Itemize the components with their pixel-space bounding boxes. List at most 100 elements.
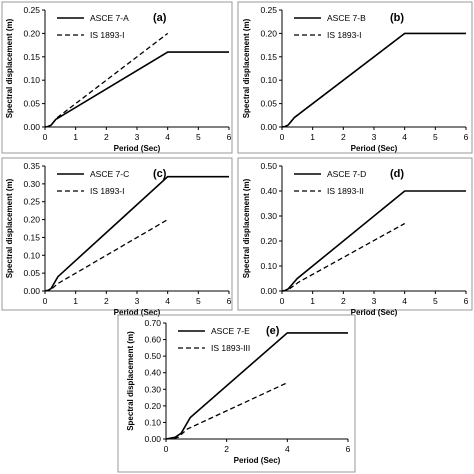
chart-panel-2: 0.00 0.05 0.10 0.15 0.20 0.25 0 1 2 3 4 5 6 Period (S… [237,1,473,154]
y-tick-label: 0.35 [23,161,40,171]
y-tick-label: 0.30 [144,384,161,394]
panel-label: (b) [390,12,404,24]
series-line-1 [44,175,229,292]
x-tick-label: 6 [227,132,232,142]
y-axis-label: Spectral displacement (m) [242,18,251,118]
y-tick-label: 0.15 [260,52,277,62]
x-tick-label: 0 [43,132,48,142]
y-axis-label: Spectral displacement (m) [242,178,251,278]
x-tick-label: 2 [341,132,346,142]
x-tick-label: 6 [346,444,351,454]
x-axis-label: Period (Sec) [234,456,281,465]
panel-label: (a) [153,12,167,24]
series-line-1 [281,32,466,128]
chart-panel-3: 0.00 0.05 0.10 0.15 0.20 0.25 0.30 0.35 0 1 2 3 4 5 6 P… [1,157,233,317]
y-tick-label: 0.10 [260,75,277,85]
y-tick-label: 0.60 [144,335,161,345]
y-tick-label: 0.00 [260,122,277,132]
series-line-2 [165,382,288,440]
panel-border [237,1,473,154]
x-axis-label: Period (Sec) [114,144,161,153]
x-tick-label: 4 [285,444,290,454]
y-tick-label: 0.00 [23,122,40,132]
legend-label-2: IS 1893-I [327,30,362,40]
panel-border [1,1,233,154]
x-tick-label: 3 [135,296,140,306]
y-tick-label: 0.70 [144,318,161,328]
x-tick-label: 1 [73,296,78,306]
x-tick-label: 5 [196,296,201,306]
y-tick-label: 0.30 [260,211,277,221]
legend-label-2: IS 1893-II [327,186,364,196]
y-tick-label: 0.10 [23,75,40,85]
chart-panel-5: 0.00 0.10 0.20 0.30 0.40 0.50 0.60 0.70 0 2 4 6 Peri… [117,314,356,473]
y-tick-label: 0.15 [23,52,40,62]
y-tick-label: 0.20 [23,215,40,225]
y-tick-label: 0.00 [23,286,40,296]
x-axis-label: Period (Sec) [351,144,398,153]
y-tick-label: 0.20 [260,28,277,38]
x-tick-label: 6 [464,296,469,306]
y-tick-label: 0.40 [260,186,277,196]
legend-label-1: ASCE 7-D [327,169,366,179]
x-tick-label: 3 [135,132,140,142]
y-tick-label: 0.25 [23,5,40,15]
panel-label: (c) [153,168,167,180]
x-tick-label: 2 [341,296,346,306]
x-axis-label: Period (Sec) [114,308,161,317]
y-tick-label: 0.05 [23,268,40,278]
legend-label-2: IS 1893-III [211,343,250,353]
y-tick-label: 0.20 [144,401,161,411]
x-tick-label: 6 [464,132,469,142]
x-tick-label: 1 [310,296,315,306]
y-tick-label: 0.50 [260,161,277,171]
panel-border [237,157,473,311]
series-line-2 [44,219,169,292]
legend-label-1: ASCE 7-A [90,13,129,23]
y-tick-label: 0.20 [260,236,277,246]
x-tick-label: 0 [164,444,169,454]
y-tick-label: 0.40 [144,368,161,378]
series-line-1 [44,51,229,128]
chart-panel-1: 0.00 0.05 0.10 0.15 0.20 0.25 0 1 2 3 4 5 6 Period (S… [1,1,233,154]
y-tick-label: 0.00 [144,434,161,444]
y-tick-label: 0.30 [23,179,40,189]
panel-label: (e) [266,325,280,337]
x-tick-label: 4 [165,132,170,142]
legend-label-1: ASCE 7-C [90,169,129,179]
x-tick-label: 2 [224,444,229,454]
x-tick-label: 6 [227,296,232,306]
y-tick-label: 0.10 [144,417,161,427]
y-tick-label: 0.10 [260,261,277,271]
x-tick-label: 0 [280,132,285,142]
y-tick-label: 0.05 [23,99,40,109]
legend-label-1: ASCE 7-B [327,13,366,23]
series-line-2 [281,222,406,292]
y-tick-label: 0.15 [23,232,40,242]
x-tick-label: 5 [196,132,201,142]
x-tick-label: 2 [104,132,109,142]
y-tick-label: 0.20 [23,28,40,38]
x-tick-label: 1 [73,132,78,142]
x-tick-label: 3 [372,296,377,306]
x-tick-label: 0 [280,296,285,306]
series-line-2 [281,32,406,128]
x-tick-label: 2 [104,296,109,306]
y-tick-label: 0.05 [260,99,277,109]
y-axis-label: Spectral displacement (m) [5,178,14,278]
y-tick-label: 0.25 [260,5,277,15]
y-axis-label: Spectral displacement (m) [5,18,14,118]
legend-label-2: IS 1893-I [90,30,125,40]
y-tick-label: 0.50 [144,351,161,361]
x-tick-label: 1 [310,132,315,142]
panel-label: (d) [390,168,404,180]
panel-border [1,157,233,311]
x-tick-label: 5 [433,132,438,142]
x-tick-label: 5 [433,296,438,306]
series-line-1 [165,332,348,440]
x-tick-label: 0 [43,296,48,306]
x-tick-label: 4 [402,132,407,142]
legend-label-1: ASCE 7-E [211,326,250,336]
x-tick-label: 4 [402,296,407,306]
